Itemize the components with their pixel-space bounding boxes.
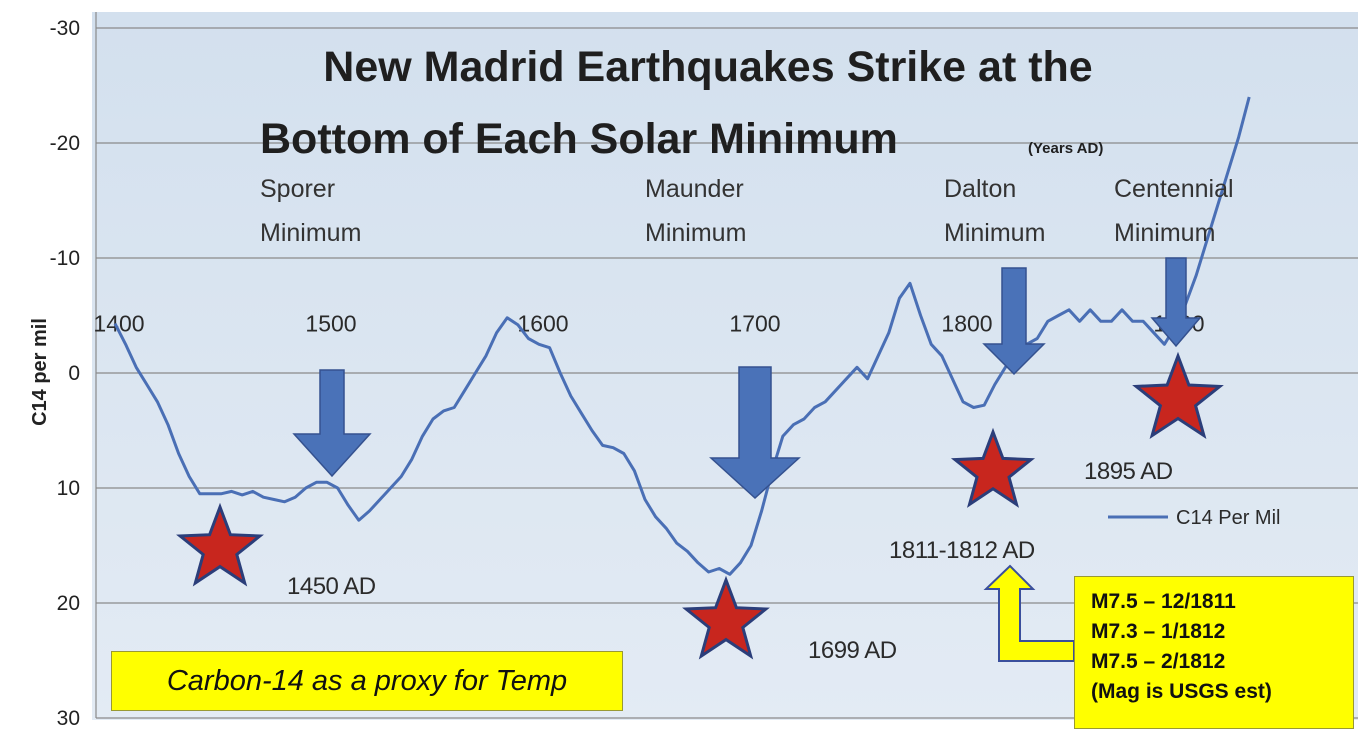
series-line: [113, 96, 1251, 576]
minimum-label-1-1: Minimum: [645, 219, 746, 247]
earthquake-star-0: [176, 502, 264, 587]
legend-label: C14 Per Mil: [1176, 507, 1280, 529]
minimum-label-2-0: Dalton: [944, 175, 1016, 203]
x-tick-label: 1500: [305, 311, 356, 337]
earthquake-star-2: [950, 427, 1036, 508]
earthquake-year-label-2: 1811-1812 AD: [889, 537, 1035, 564]
earthquake-star-1: [682, 575, 770, 660]
minimum-label-1-0: Maunder: [645, 175, 744, 203]
quake-line-1: M7.5 – 12/1811: [1091, 590, 1236, 613]
x-tick-label: 1800: [941, 311, 992, 337]
y-tick-label: 0: [68, 362, 80, 385]
x-tick-label: 1700: [729, 311, 780, 337]
minimum-label-0-0: Sporer: [260, 175, 335, 203]
chart-title-line-2: Bottom of Each Solar Minimum: [260, 115, 898, 163]
quake-line-2: M7.3 – 1/1812: [1091, 620, 1226, 643]
minimum-label-0-1: Minimum: [260, 219, 361, 247]
minimum-label-2-1: Minimum: [944, 219, 1045, 247]
chart-title-line-1: New Madrid Earthquakes Strike at the: [323, 43, 1092, 91]
y-tick-label: 10: [57, 477, 80, 500]
minimum-label-3-0: Centennial: [1114, 175, 1234, 203]
star-layer: [176, 351, 1224, 660]
arrow-layer: [292, 257, 1202, 500]
earthquake-year-label-1: 1699 AD: [808, 637, 897, 664]
y-tick-label: -10: [50, 247, 80, 270]
down-arrow-0: [292, 369, 372, 478]
y-tick-label: -30: [50, 17, 80, 40]
quake-labels: 1450 AD 1699 AD 1811-1812 AD 1895 AD: [287, 458, 1173, 664]
y-tick-label: -20: [50, 132, 80, 155]
legend: C14 Per Mil: [1108, 507, 1280, 529]
x-tick-label: 1600: [517, 311, 568, 337]
quake-note-source: (Mag is USGS est): [1091, 680, 1272, 703]
quake-line-3: M7.5 – 2/1812: [1091, 650, 1226, 673]
y-axis: -30 -20 -10 0 10 20 30: [50, 17, 80, 730]
down-arrow-1: [709, 366, 801, 500]
earthquake-star-3: [1132, 351, 1224, 440]
earthquake-year-label-0: 1450 AD: [287, 573, 376, 600]
series-layer: [113, 96, 1251, 576]
down-arrow-2: [982, 267, 1046, 376]
minima-labels: Sporer Minimum Maunder Minimum Dalton Minimum…: [260, 175, 1234, 247]
down-arrow-3: [1150, 257, 1202, 348]
minimum-label-3-1: Minimum: [1114, 219, 1215, 247]
earthquake-year-label-3: 1895 AD: [1084, 458, 1173, 485]
y-tick-label: 20: [57, 592, 80, 615]
proxy-note: Carbon-14 as a proxy for Temp: [111, 651, 623, 711]
y-tick-label: 30: [57, 707, 80, 730]
chart-title-suffix: (Years AD): [1028, 140, 1103, 157]
earthquake-magnitudes-note: M7.5 – 12/1811 M7.3 – 1/1812 M7.5 – 2/18…: [1074, 576, 1354, 729]
y-axis-label: C14 per mil: [29, 318, 51, 426]
